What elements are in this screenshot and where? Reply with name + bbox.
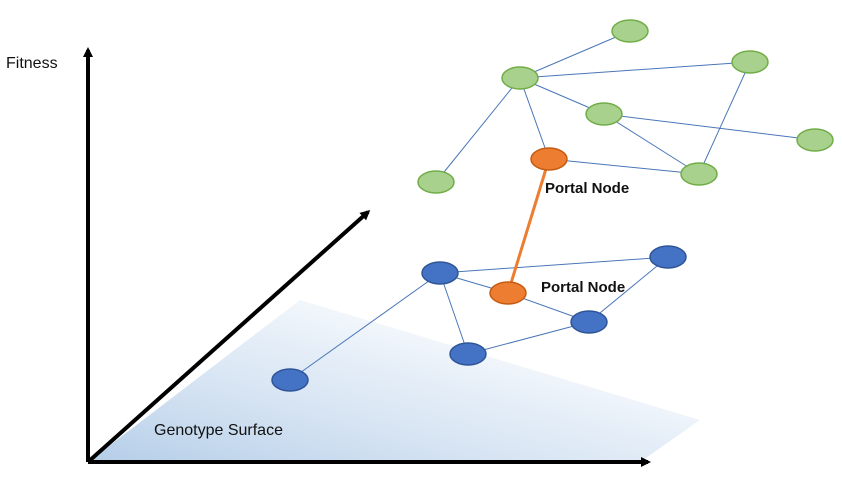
portal-link-edge — [506, 158, 551, 294]
lower-network-node — [449, 342, 487, 366]
lower-network-node — [421, 261, 459, 285]
upper-network-edge — [603, 113, 816, 141]
upper-network-node — [731, 50, 769, 74]
lower-network-edge — [467, 321, 590, 355]
upper-network-edge — [698, 61, 751, 175]
genotype-axis-depth — [86, 210, 371, 464]
lower-network-edge — [588, 256, 669, 323]
portal-node-label-upper: Portal Node — [545, 180, 630, 197]
lower-network-node — [271, 368, 309, 392]
portal-node-lower — [489, 281, 527, 305]
upper-network-edge — [519, 61, 751, 79]
upper-network-edge — [519, 77, 550, 160]
upper-network-edge — [435, 77, 521, 183]
genotype-surface — [88, 300, 700, 462]
network-edges — [289, 30, 816, 381]
lower-network-node — [570, 310, 608, 334]
network-nodes — [271, 19, 834, 392]
fitness-axis-label: Fitness — [6, 55, 58, 72]
upper-network-node — [417, 170, 455, 194]
upper-network-edge — [603, 113, 700, 175]
upper-network-node — [501, 66, 539, 90]
upper-network-edge — [548, 158, 700, 175]
portal-node-label-lower: Portal Node — [541, 279, 626, 296]
upper-network-node — [796, 128, 834, 152]
genotype-surface-label: Genotype Surface — [154, 422, 283, 439]
lower-network-edge — [439, 272, 469, 355]
upper-network-node — [585, 102, 623, 126]
upper-network-node — [680, 162, 718, 186]
portal-node-upper — [530, 147, 568, 171]
upper-network-edge — [519, 30, 631, 79]
lower-network-edge — [439, 256, 669, 274]
upper-network-node — [611, 19, 649, 43]
lower-network-edge — [289, 272, 441, 381]
lower-network-node — [649, 245, 687, 269]
